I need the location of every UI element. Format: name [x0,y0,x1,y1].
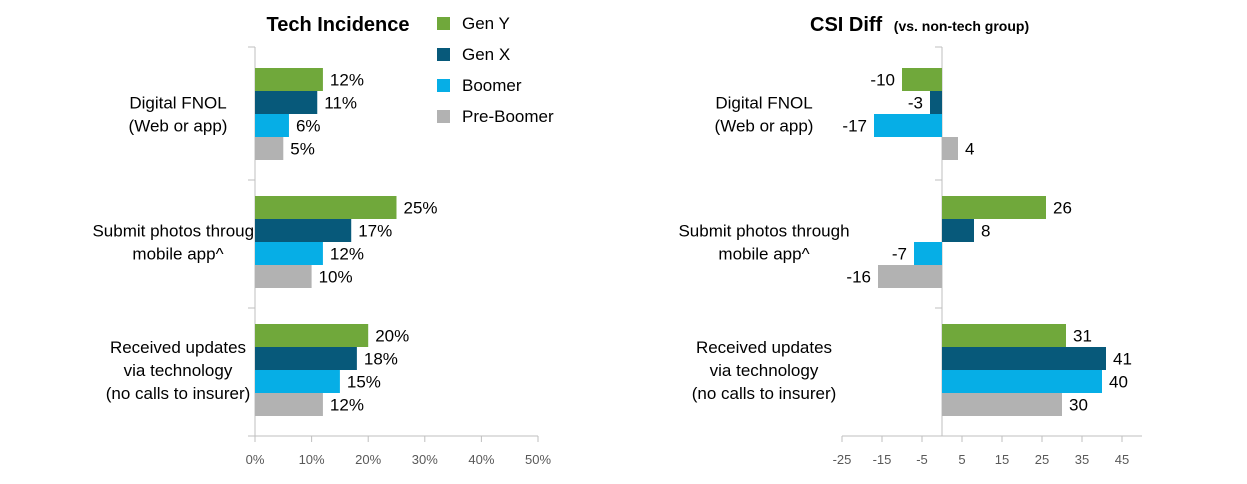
data-label: -17 [842,117,867,136]
data-label: 4 [965,140,974,159]
data-label: 20% [375,327,409,346]
bar [255,137,284,160]
legend-label: Boomer [462,76,522,95]
bar [942,137,958,160]
csi-diff-chart: CSI Diff (vs. non-tech group) -25 -15 -5 5 1… [678,14,1142,467]
data-label: 18% [364,350,398,369]
bar [942,393,1062,416]
chart-title: CSI Diff (vs. non-tech group) [810,14,1029,36]
data-label: 5% [290,140,315,159]
tick-label: 20% [355,452,381,467]
bar [255,196,397,219]
data-label: 6% [296,117,321,136]
category-label: via technology [710,361,819,380]
category-label: mobile app^ [132,245,223,264]
bar [874,114,942,137]
category-label: (Web or app) [715,117,814,136]
bar [255,114,289,137]
bar [942,324,1066,347]
bar [255,347,357,370]
data-label: -16 [846,268,871,287]
bar [914,242,942,265]
data-label: 8 [981,222,990,241]
data-label: 26 [1053,199,1072,218]
legend-label: Gen Y [462,14,510,33]
data-label: 17% [358,222,392,241]
category-label: Submit photos through [92,222,263,241]
tick-label: 25 [1035,452,1049,467]
legend-label: Gen X [462,45,510,64]
tick-label: 45 [1115,452,1129,467]
data-label: 15% [347,373,381,392]
bar [255,370,340,393]
bar [255,242,323,265]
category-label: Received updates [110,338,246,357]
tick-label: 35 [1075,452,1089,467]
data-label: 12% [330,245,364,264]
chart-title-main: CSI Diff [810,14,883,36]
legend-swatch [437,48,450,61]
tech-incidence-chart: Tech Incidence 0% 10% 20% 30% 40% 50% Digital … [92,14,551,467]
bar [942,196,1046,219]
bar [942,347,1106,370]
chart-title: Tech Incidence [266,14,409,36]
data-label: 30 [1069,396,1088,415]
bar [255,219,352,242]
bar [930,91,942,114]
tick-label: -25 [833,452,852,467]
category-label: via technology [124,361,233,380]
tick-label: 40% [468,452,494,467]
data-label: -3 [908,94,923,113]
data-label: -7 [892,245,907,264]
data-label: 11% [324,94,357,113]
bar [942,219,974,242]
category-label: (Web or app) [129,117,228,136]
bar [942,370,1102,393]
category-label: Submit photos through [678,222,849,241]
category-label: Digital FNOL [129,94,226,113]
bar [902,68,942,91]
category-label: Received updates [696,338,832,357]
bar [255,393,323,416]
category-label: (no calls to insurer) [106,384,251,403]
tick-label: 30% [412,452,438,467]
tick-label: 50% [525,452,551,467]
bar [255,68,323,91]
tick-label: 5 [958,452,965,467]
category-label: (no calls to insurer) [692,384,837,403]
chart-subtitle: (vs. non-tech group) [894,18,1029,34]
legend-swatch [437,110,450,123]
bar [255,91,318,114]
tick-label: 0% [246,452,265,467]
data-label: 25% [404,199,438,218]
tick-label: 10% [299,452,325,467]
data-label: 31 [1073,327,1092,346]
tick-label: 15 [995,452,1009,467]
legend: Gen Y Gen X Boomer Pre-Boomer [437,14,554,126]
legend-label: Pre-Boomer [462,107,554,126]
legend-swatch [437,79,450,92]
data-label: 12% [330,71,364,90]
data-label: 41 [1113,350,1132,369]
category-label: Digital FNOL [715,94,812,113]
bar [255,324,369,347]
data-label: 12% [330,396,364,415]
legend-swatch [437,17,450,30]
data-label: 40 [1109,373,1128,392]
tick-label: -15 [873,452,892,467]
bar [255,265,312,288]
data-label: 10% [319,268,353,287]
tick-label: -5 [916,452,928,467]
data-label: -10 [870,71,895,90]
category-label: mobile app^ [718,245,809,264]
bar [878,265,942,288]
